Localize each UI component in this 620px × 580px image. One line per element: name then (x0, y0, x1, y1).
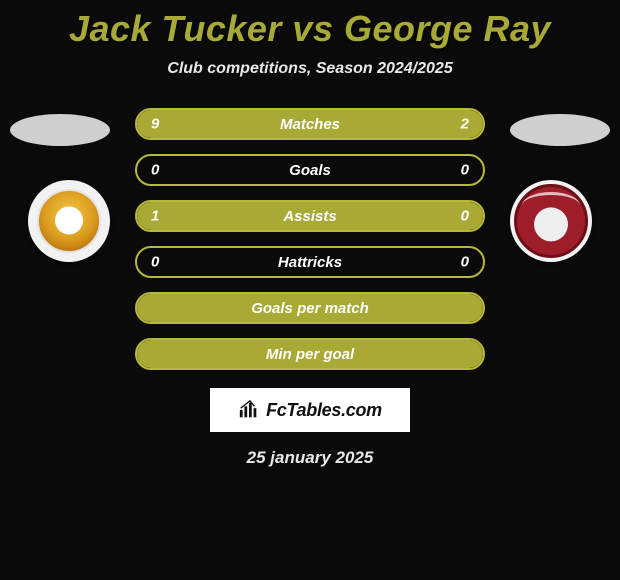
stat-bar: Assists 1 0 (135, 200, 485, 232)
club-badge-left (28, 180, 110, 262)
brand-footer: FcTables.com (210, 388, 410, 432)
stat-value-right: 2 (461, 116, 469, 133)
stat-value-left: 0 (151, 162, 159, 179)
stat-bar: Hattricks 0 0 (135, 246, 485, 278)
page-subtitle: Club competitions, Season 2024/2025 (0, 60, 620, 78)
player-marker-right (510, 114, 610, 146)
stat-bar: Goals 0 0 (135, 154, 485, 186)
stat-value-right: 0 (461, 162, 469, 179)
stat-value-right: 0 (461, 208, 469, 225)
stat-label: Matches (280, 116, 340, 133)
stat-label: Goals per match (251, 300, 369, 317)
stat-bar: Matches 9 2 (135, 108, 485, 140)
bar-fill-left (137, 110, 421, 138)
stat-value-left: 9 (151, 116, 159, 133)
stat-bar: Min per goal (135, 338, 485, 370)
comparison-panel: Matches92Goals00Assists10Hattricks00Goal… (0, 108, 620, 370)
stat-label: Assists (283, 208, 336, 225)
brand-name: FcTables.com (266, 400, 382, 421)
stat-bar: Goals per match (135, 292, 485, 324)
chart-icon (238, 399, 260, 421)
stat-label: Hattricks (278, 254, 342, 271)
stat-label: Goals (289, 162, 331, 179)
snapshot-date: 25 january 2025 (0, 448, 620, 468)
stat-bars: Matches92Goals00Assists10Hattricks00Goal… (135, 108, 485, 370)
club-badge-right-icon (514, 184, 588, 258)
stat-value-right: 0 (461, 254, 469, 271)
player-marker-left (10, 114, 110, 146)
page-title: Jack Tucker vs George Ray (0, 0, 620, 50)
stat-value-left: 0 (151, 254, 159, 271)
bar-fill-right (421, 110, 483, 138)
club-badge-left-icon (37, 189, 101, 253)
stat-label: Min per goal (266, 346, 354, 363)
stat-value-left: 1 (151, 208, 159, 225)
club-badge-right (510, 180, 592, 262)
